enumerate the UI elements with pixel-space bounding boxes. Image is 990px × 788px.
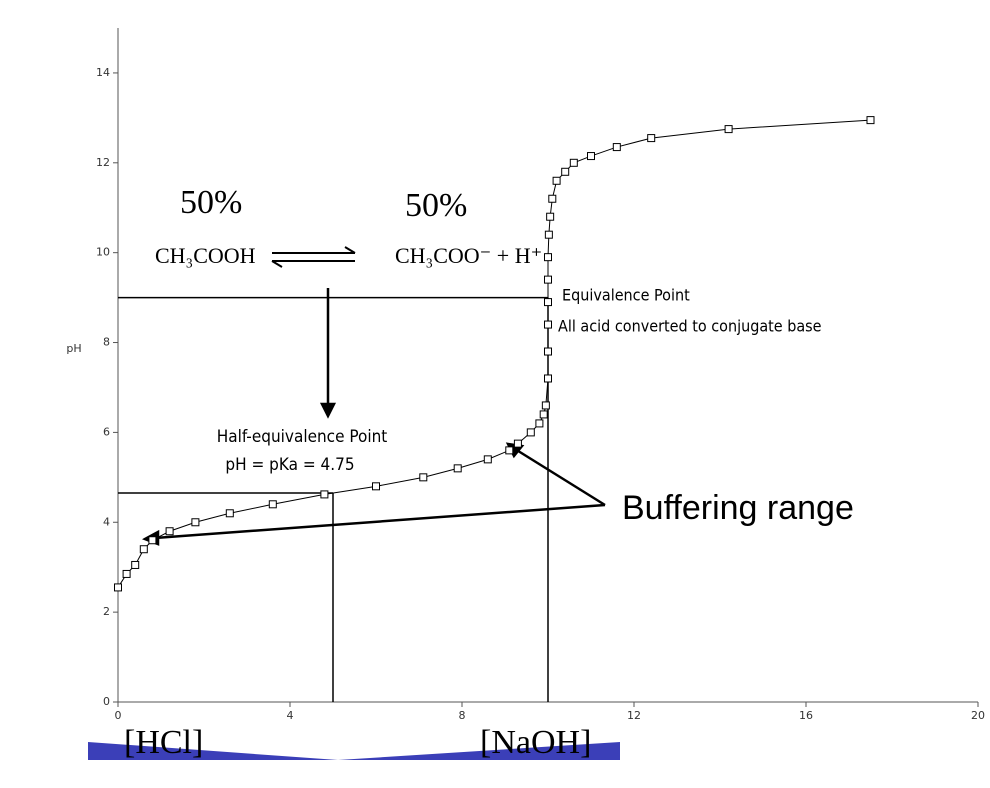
annotation: CH₃COO⁻ + H⁺	[395, 243, 542, 268]
annotation: pH = pKa = 4.75	[225, 455, 354, 475]
data-point	[544, 230, 553, 239]
y-tick-label: 8	[103, 336, 110, 349]
data-point	[483, 455, 492, 464]
data-point	[191, 518, 200, 527]
x-tick-label: 12	[627, 709, 641, 722]
x-tick-label: 20	[971, 709, 985, 722]
y-tick-label: 0	[103, 695, 110, 708]
annotation: [HCl]	[124, 724, 203, 761]
data-point	[587, 152, 595, 161]
annotation: 50%	[180, 184, 242, 221]
x-tick-label: 4	[287, 709, 294, 722]
annotation: Half-equivalence Point	[217, 427, 388, 447]
data-point	[544, 275, 552, 284]
y-tick-label: 4	[103, 515, 110, 528]
data-point	[148, 536, 157, 545]
data-point	[539, 410, 548, 419]
arrow-head	[271, 260, 283, 268]
data-point	[535, 419, 544, 428]
data-point	[372, 482, 380, 491]
annotation: Equivalence Point	[562, 286, 690, 305]
data-point	[647, 134, 656, 143]
arrow-head	[344, 246, 356, 254]
data-point	[548, 194, 557, 203]
arrow	[154, 503, 606, 540]
data-point	[544, 347, 552, 356]
data-point	[513, 439, 522, 448]
y-tick-label: 12	[96, 156, 110, 169]
data-point	[526, 428, 535, 437]
y-tick-label: 2	[103, 605, 110, 618]
banner-shape	[88, 742, 620, 760]
x-tick-label: 8	[459, 709, 466, 722]
data-point	[552, 176, 561, 185]
data-point	[544, 253, 552, 262]
data-point	[122, 569, 131, 578]
data-point	[453, 464, 462, 473]
data-point	[268, 500, 277, 509]
annotation: Buffering range	[622, 489, 854, 527]
data-point	[131, 560, 140, 569]
data-point	[544, 298, 552, 307]
data-point	[866, 116, 875, 125]
data-point	[320, 490, 329, 499]
data-point	[546, 212, 555, 221]
data-point	[561, 167, 570, 176]
data-point	[541, 401, 550, 410]
data-point	[139, 545, 148, 554]
y-tick-label: 10	[96, 246, 110, 259]
y-tick-label: 14	[96, 66, 110, 79]
data-point	[544, 320, 552, 329]
annotation: All acid converted to conjugate base	[558, 317, 822, 336]
data-point	[544, 374, 552, 383]
data-point	[225, 509, 234, 518]
data-point	[612, 143, 621, 152]
annotation: CH₃COOH	[155, 243, 256, 268]
y-axis-label: pH	[66, 342, 81, 355]
arrows	[142, 246, 606, 546]
data-point	[505, 446, 514, 455]
arrow-head	[319, 402, 337, 419]
data-point	[419, 473, 428, 482]
data-point	[569, 158, 578, 167]
annotation: [NaOH]	[480, 724, 591, 761]
data-point	[165, 527, 174, 536]
annotation: 50%	[405, 187, 467, 224]
arrow	[514, 447, 606, 507]
y-tick-label: 6	[103, 425, 110, 438]
data-point	[114, 583, 122, 592]
data-point	[724, 125, 733, 134]
x-tick-label: 16	[799, 709, 813, 722]
x-tick-label: 0	[115, 709, 122, 722]
